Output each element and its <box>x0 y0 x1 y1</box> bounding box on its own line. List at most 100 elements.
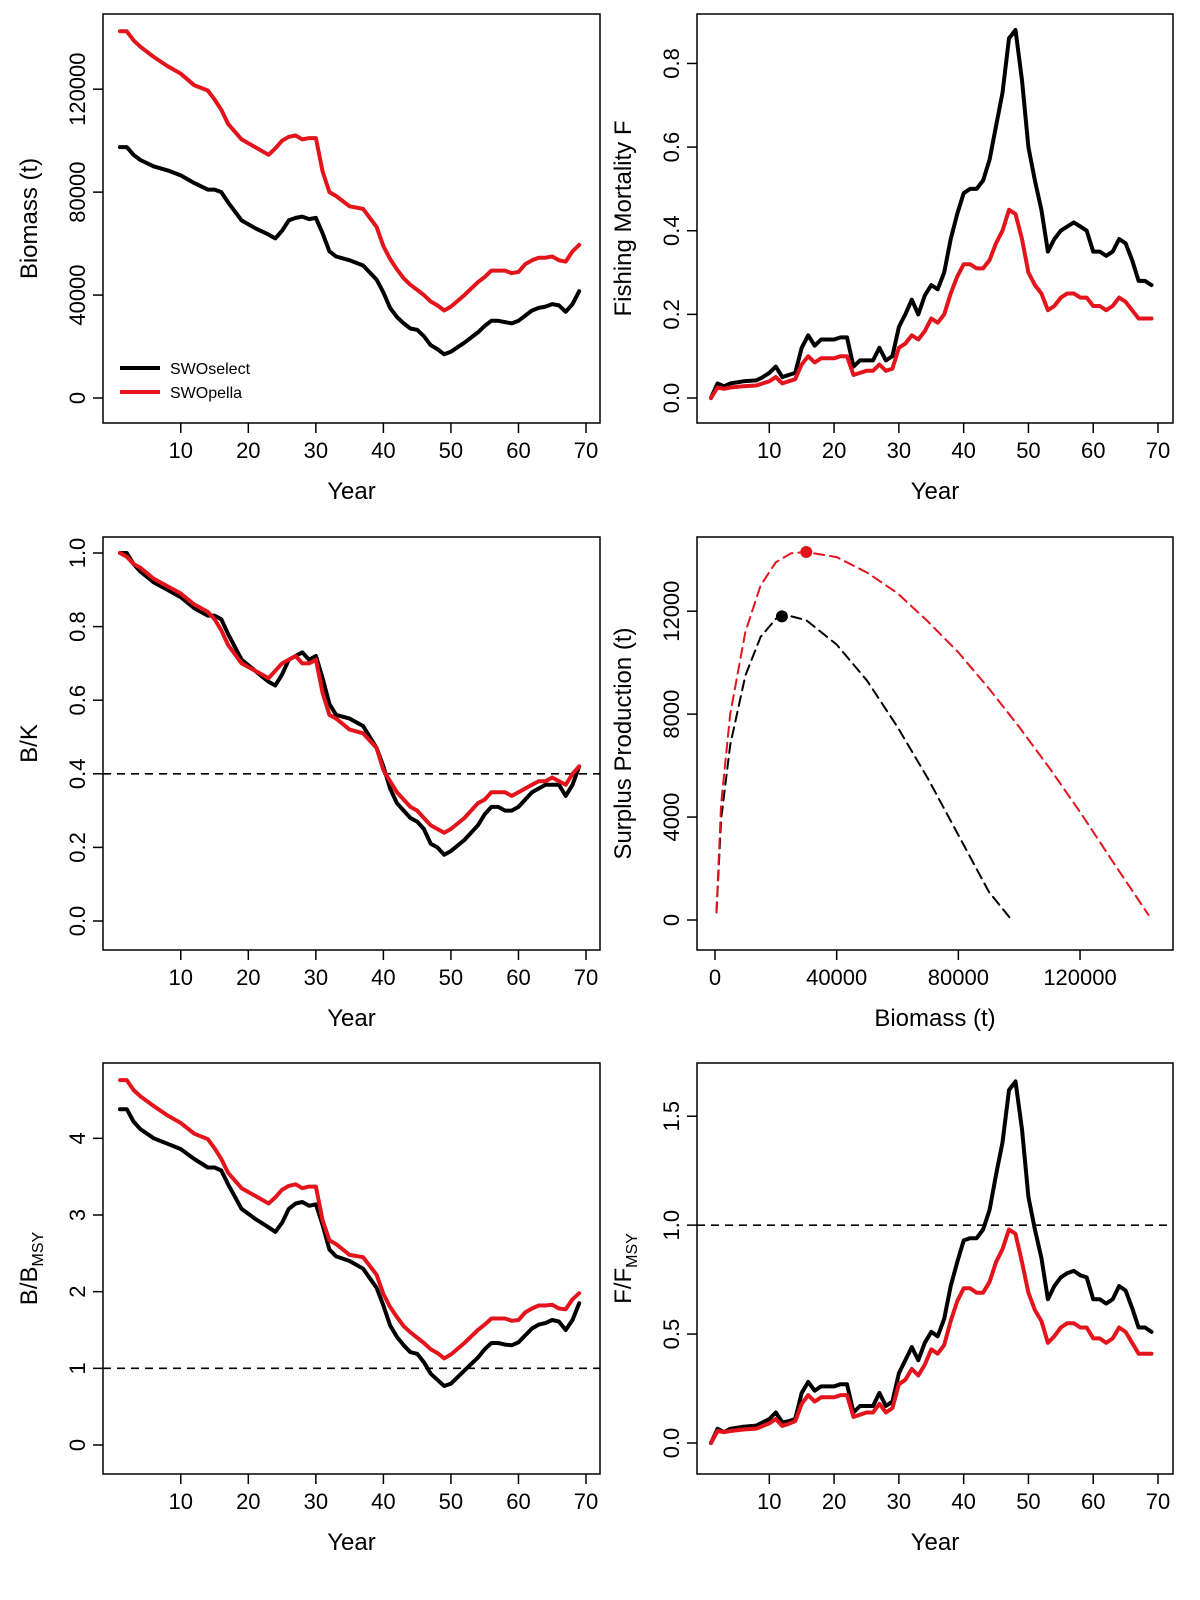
y-tick-label: 3 <box>65 1209 90 1221</box>
chart-panel-3: 10 20 30 40 50 60 70 0.0 0.2 0.4 0.6 0.8 1.0 Year B/K <box>16 536 601 1032</box>
series-line-SWOpella <box>118 29 582 313</box>
chart-panel-5: 10 20 30 40 50 60 70 0 1 2 3 4 Year B/BMSY <box>16 1062 601 1556</box>
x-tick-label: 60 <box>1081 438 1105 463</box>
plot-frame <box>696 13 1174 424</box>
y-tick-label: 120000 <box>65 52 90 125</box>
y-tick-label: 1.0 <box>65 538 90 569</box>
y-tick-label: 1.0 <box>659 1210 684 1241</box>
y-axis-label: B/K <box>16 724 43 763</box>
series-line-SWOpella <box>709 207 1154 400</box>
plot-frame <box>102 13 601 424</box>
series-line-SWOselect <box>118 145 582 357</box>
x-tick-label: 50 <box>439 965 463 990</box>
msy-point-SWOpella <box>800 546 813 558</box>
x-tick-label: 20 <box>822 438 846 463</box>
y-axis-label-subscript: MSY <box>30 1231 47 1266</box>
y-tick-label: 4 <box>65 1132 90 1144</box>
x-tick-label: 120000 <box>1043 965 1116 990</box>
x-tick-label: 40 <box>371 965 395 990</box>
y-tick-label: 40000 <box>65 264 90 325</box>
x-tick-label: 60 <box>506 1489 530 1514</box>
x-axis-label: Year <box>327 478 376 505</box>
x-axis-label: Biomass (t) <box>874 1005 995 1032</box>
x-axis-label: Year <box>911 478 960 505</box>
x-tick-label: 10 <box>169 965 193 990</box>
series-line-SWOselect <box>715 615 1013 921</box>
x-tick-label: 40000 <box>806 965 867 990</box>
x-axis-label: Year <box>911 1529 960 1556</box>
x-tick-label: 40 <box>951 438 975 463</box>
x-tick-label: 50 <box>1016 438 1040 463</box>
plot-frame <box>696 536 1174 951</box>
series-line-SWOpella <box>118 551 582 835</box>
series-line-SWOpella <box>715 551 1150 916</box>
x-tick-label: 80000 <box>928 965 989 990</box>
y-axis-label: Surplus Production (t) <box>610 627 637 859</box>
y-tick-label: 0.6 <box>659 132 684 163</box>
plot-frame <box>102 1062 601 1475</box>
y-tick-label: 0.4 <box>65 759 90 790</box>
x-tick-label: 40 <box>951 1489 975 1514</box>
plot-frame <box>696 1062 1174 1475</box>
x-tick-label: 50 <box>1016 1489 1040 1514</box>
y-tick-label: 8000 <box>659 690 684 739</box>
y-tick-label: 0.2 <box>659 299 684 330</box>
series-line-SWOpella <box>709 1227 1154 1445</box>
y-tick-label: 0.6 <box>65 685 90 716</box>
y-tick-label: 0.2 <box>65 832 90 863</box>
series-line-SWOselect <box>709 1079 1154 1445</box>
plot-frame <box>102 536 601 951</box>
msy-point-SWOselect <box>775 610 788 623</box>
x-tick-label: 40 <box>371 1489 395 1514</box>
x-tick-label: 20 <box>236 965 260 990</box>
x-tick-label: 60 <box>506 438 530 463</box>
x-tick-label: 70 <box>574 438 598 463</box>
y-axis-label: F/FMSY <box>610 1233 641 1304</box>
y-tick-label: 0.4 <box>659 215 684 246</box>
y-axis-label-subscript: MSY <box>624 1233 641 1268</box>
y-tick-label: 4000 <box>659 793 684 842</box>
y-tick-label: 0.0 <box>659 1428 684 1459</box>
x-axis-label: Year <box>327 1005 376 1032</box>
x-tick-label: 30 <box>887 1489 911 1514</box>
chart-panel-2: 10 20 30 40 50 60 70 0.0 0.2 0.4 0.6 0.8 Year Fishing… <box>610 13 1174 505</box>
legend-label-SWOpella: SWOpella <box>170 385 242 402</box>
x-tick-label: 30 <box>304 438 328 463</box>
x-tick-label: 40 <box>371 438 395 463</box>
x-tick-label: 70 <box>574 965 598 990</box>
x-tick-label: 70 <box>574 1489 598 1514</box>
y-tick-label: 0.0 <box>659 383 684 414</box>
y-axis-label: Biomass (t) <box>16 158 43 279</box>
x-tick-label: 10 <box>169 438 193 463</box>
chart-panel-6: 10 20 30 40 50 60 70 0.0 0.5 1.0 1.5 Year F/FMSY <box>610 1062 1174 1556</box>
x-tick-label: 20 <box>822 1489 846 1514</box>
x-tick-label: 50 <box>439 438 463 463</box>
y-axis-label: Fishing Mortality F <box>610 120 637 316</box>
y-tick-label: 1.5 <box>659 1101 684 1132</box>
x-tick-label: 60 <box>506 965 530 990</box>
x-tick-label: 0 <box>709 965 721 990</box>
y-tick-label: 0.8 <box>659 48 684 79</box>
x-axis-label: Year <box>327 1529 376 1556</box>
x-tick-label: 70 <box>1146 1489 1170 1514</box>
x-tick-label: 30 <box>304 965 328 990</box>
series-line-SWOselect <box>118 1107 582 1388</box>
x-tick-label: 70 <box>1146 438 1170 463</box>
legend-label-SWOselect: SWOselect <box>170 361 251 378</box>
series-line-SWOselect <box>709 28 1154 400</box>
x-tick-label: 10 <box>169 1489 193 1514</box>
y-tick-label: 0.8 <box>65 611 90 642</box>
y-tick-label: 0 <box>65 1439 90 1451</box>
x-tick-label: 20 <box>236 1489 260 1514</box>
series-line-SWOpella <box>118 1078 582 1361</box>
y-tick-label: 1 <box>65 1362 90 1374</box>
y-tick-label: 0 <box>65 392 90 404</box>
chart-panel-4: 0 40000 80000 120000 0 4000 8000 12000 Biomass (… <box>610 536 1174 1032</box>
x-tick-label: 60 <box>1081 1489 1105 1514</box>
x-tick-label: 10 <box>757 438 781 463</box>
x-tick-label: 30 <box>304 1489 328 1514</box>
y-tick-label: 0.0 <box>65 906 90 937</box>
y-axis-label: B/BMSY <box>16 1231 47 1305</box>
y-tick-label: 2 <box>65 1286 90 1298</box>
